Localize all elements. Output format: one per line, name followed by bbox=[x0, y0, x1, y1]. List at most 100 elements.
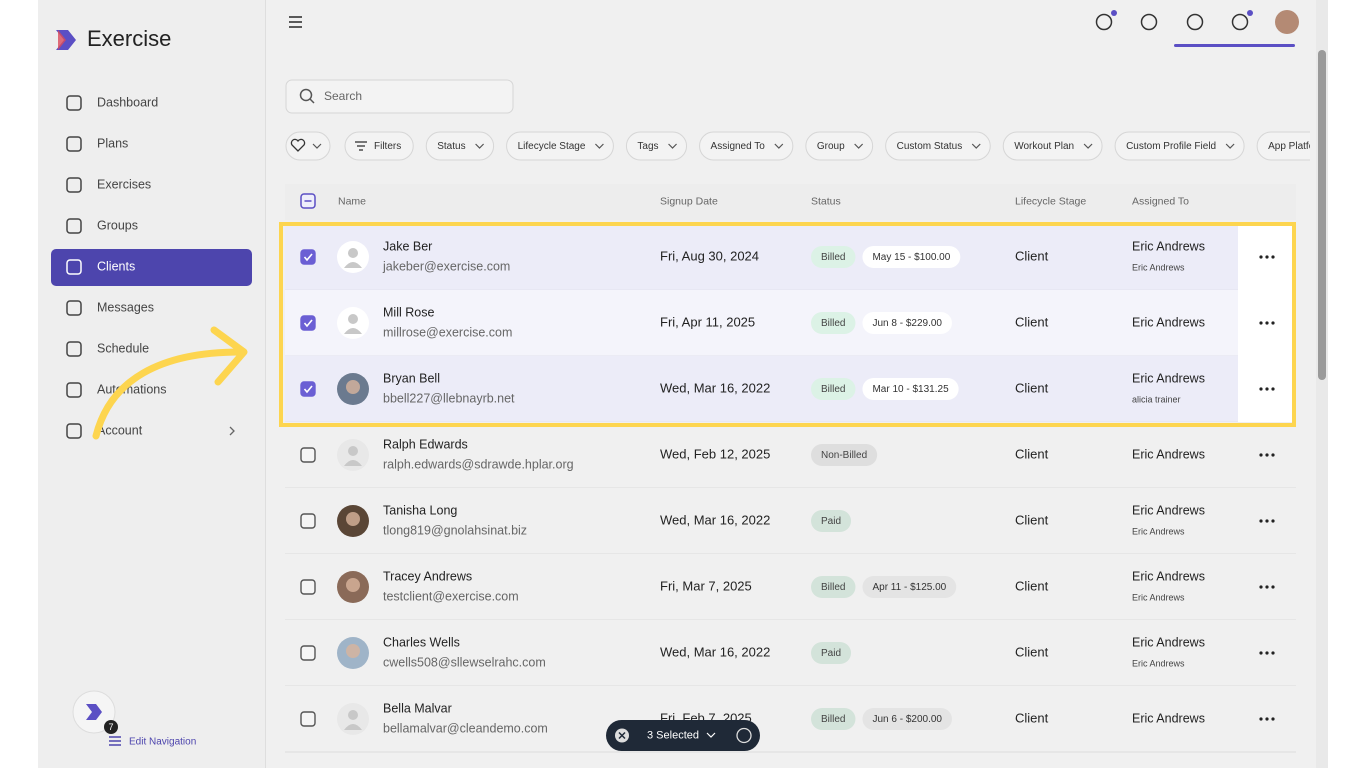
row-actions[interactable] bbox=[1259, 255, 1275, 259]
row-checkbox[interactable] bbox=[300, 645, 316, 661]
edit-navigation[interactable]: Edit Navigation bbox=[129, 737, 196, 748]
table-row[interactable]: Tracey Andrews testclient@exercise.com Fri… bbox=[285, 554, 1296, 621]
header-icon[interactable] bbox=[1231, 10, 1254, 31]
search-box[interactable] bbox=[285, 79, 514, 114]
avatar-placeholder bbox=[344, 724, 362, 730]
table-row[interactable]: Ralph Edwards ralph.edwards@sdrawde.hplar… bbox=[285, 422, 1296, 489]
dot bbox=[1265, 321, 1269, 325]
assigned-sub: Eric Andrews bbox=[1132, 658, 1185, 668]
nav-item[interactable]: Messages bbox=[66, 300, 154, 316]
row-actions[interactable] bbox=[1259, 387, 1275, 391]
row-checkbox[interactable] bbox=[300, 381, 316, 397]
row-actions[interactable] bbox=[1259, 651, 1275, 655]
icon-shape bbox=[1186, 13, 1204, 31]
client-email: ralph.edwards@sdrawde.hplar.org bbox=[383, 457, 574, 471]
nav-icon bbox=[66, 136, 82, 152]
client-name: Jake Ber bbox=[383, 239, 432, 253]
nav-item[interactable]: Schedule bbox=[66, 341, 149, 357]
billing-label: May 15 - $100.00 bbox=[872, 252, 950, 263]
filter-chip[interactable]: Lifecycle Stage bbox=[506, 131, 614, 161]
row-checkbox[interactable] bbox=[300, 249, 316, 265]
header-icon[interactable] bbox=[1140, 13, 1158, 31]
row-actions[interactable] bbox=[1259, 717, 1275, 721]
nav-item[interactable]: Exercises bbox=[66, 177, 151, 193]
row-checkbox[interactable] bbox=[300, 711, 316, 727]
table-row[interactable]: Bella Malvarbellamalvar@cleandemo.comFri… bbox=[285, 686, 1296, 753]
chip bbox=[425, 131, 495, 161]
nav-icon bbox=[66, 300, 82, 316]
clear-x bbox=[618, 731, 626, 740]
dot bbox=[1271, 717, 1275, 721]
filter-chip[interactable]: Tags bbox=[625, 131, 688, 161]
filter-label: Filters bbox=[374, 141, 401, 152]
icon-shape bbox=[1095, 13, 1113, 31]
check-mark bbox=[303, 253, 313, 262]
row-bg bbox=[285, 620, 1296, 686]
dot bbox=[1271, 651, 1275, 655]
table-row[interactable]: Charles Wells cwells508@sllewselrahc.com W… bbox=[285, 620, 1296, 687]
dot bbox=[1265, 585, 1269, 589]
filter-label: Custom Status bbox=[897, 141, 963, 152]
filter-chip[interactable]: Filters bbox=[344, 131, 414, 161]
chevron bbox=[475, 143, 485, 149]
table-row[interactable]: Jake Ber jakeber@exercise.com Fri, Aug 30,… bbox=[285, 224, 1296, 291]
status-label: Billed bbox=[821, 384, 845, 395]
selection-bar[interactable]: 3 Selected bbox=[606, 720, 760, 751]
assigned-to: Eric Andrews bbox=[1132, 503, 1205, 517]
chevron bbox=[312, 143, 322, 149]
header-icon[interactable] bbox=[1095, 10, 1118, 31]
status-badge bbox=[811, 642, 852, 664]
filter-chip[interactable]: Custom Profile Field bbox=[1114, 131, 1245, 161]
dot bbox=[1259, 651, 1263, 655]
column-header: Lifecycle Stage bbox=[1015, 195, 1086, 207]
filter-chip[interactable]: Custom Status bbox=[885, 131, 991, 161]
nav-item[interactable]: Account bbox=[66, 423, 235, 439]
row-actions[interactable] bbox=[1259, 585, 1275, 589]
search-icon bbox=[299, 88, 313, 102]
row-checkbox[interactable] bbox=[300, 513, 316, 529]
scrollbar-thumb[interactable] bbox=[1318, 50, 1326, 380]
badge bbox=[104, 720, 118, 734]
favorites-chip[interactable] bbox=[285, 131, 331, 161]
filter-chip[interactable]: Assigned To bbox=[699, 131, 794, 161]
menu-button[interactable] bbox=[289, 16, 302, 28]
assigned-to: Eric Andrews bbox=[1132, 315, 1205, 329]
heart-icon bbox=[290, 138, 306, 152]
filter-chip[interactable]: Status bbox=[425, 131, 495, 161]
nav-active-bg bbox=[51, 249, 252, 286]
row-actions[interactable] bbox=[1259, 321, 1275, 325]
assigned-sub: Eric Andrews bbox=[1132, 262, 1185, 272]
chip bbox=[625, 131, 688, 161]
table-row[interactable]: Mill Rose millrose@exercise.com Fri, Apr 1… bbox=[285, 290, 1296, 357]
row-checkbox[interactable] bbox=[300, 579, 316, 595]
nav-item[interactable]: Clients bbox=[51, 249, 252, 286]
filter-chip[interactable]: Workout Plan bbox=[1002, 131, 1103, 161]
nav-label: Messages bbox=[97, 300, 154, 314]
user-avatar[interactable] bbox=[1275, 10, 1299, 34]
filter-chip[interactable]: App Platform bbox=[1256, 131, 1354, 161]
logo-shape bbox=[58, 30, 66, 50]
assigned-to: Eric Andrews bbox=[1132, 447, 1205, 461]
more-actions[interactable] bbox=[736, 727, 752, 744]
check-mark bbox=[303, 319, 313, 328]
nav-item[interactable]: Groups bbox=[66, 218, 138, 234]
row-actions[interactable] bbox=[1259, 519, 1275, 523]
header-icon[interactable] bbox=[1186, 13, 1204, 31]
row-checkbox[interactable] bbox=[300, 315, 316, 331]
table-row[interactable]: Tanisha Long tlong819@gnolahsinat.biz Wed,… bbox=[285, 488, 1296, 555]
lifecycle-stage: Client bbox=[1015, 710, 1049, 725]
avatar-face bbox=[346, 644, 360, 658]
nav-item[interactable]: Dashboard bbox=[66, 95, 158, 111]
chip bbox=[885, 131, 991, 161]
highlight-frame bbox=[279, 222, 1296, 427]
filter-chip[interactable]: Group bbox=[805, 131, 874, 161]
row-checkbox[interactable] bbox=[300, 447, 316, 463]
table-row[interactable]: Bryan Bell bbell227@llebnayrb.net Wed, Mar… bbox=[285, 356, 1296, 423]
status-badge bbox=[811, 378, 856, 400]
client-email: testclient@exercise.com bbox=[383, 589, 519, 603]
chip bbox=[1256, 131, 1310, 161]
chevron bbox=[229, 426, 235, 436]
row-actions[interactable] bbox=[1259, 453, 1275, 457]
nav-item[interactable]: Plans bbox=[66, 136, 128, 152]
avatar-placeholder bbox=[344, 460, 362, 466]
